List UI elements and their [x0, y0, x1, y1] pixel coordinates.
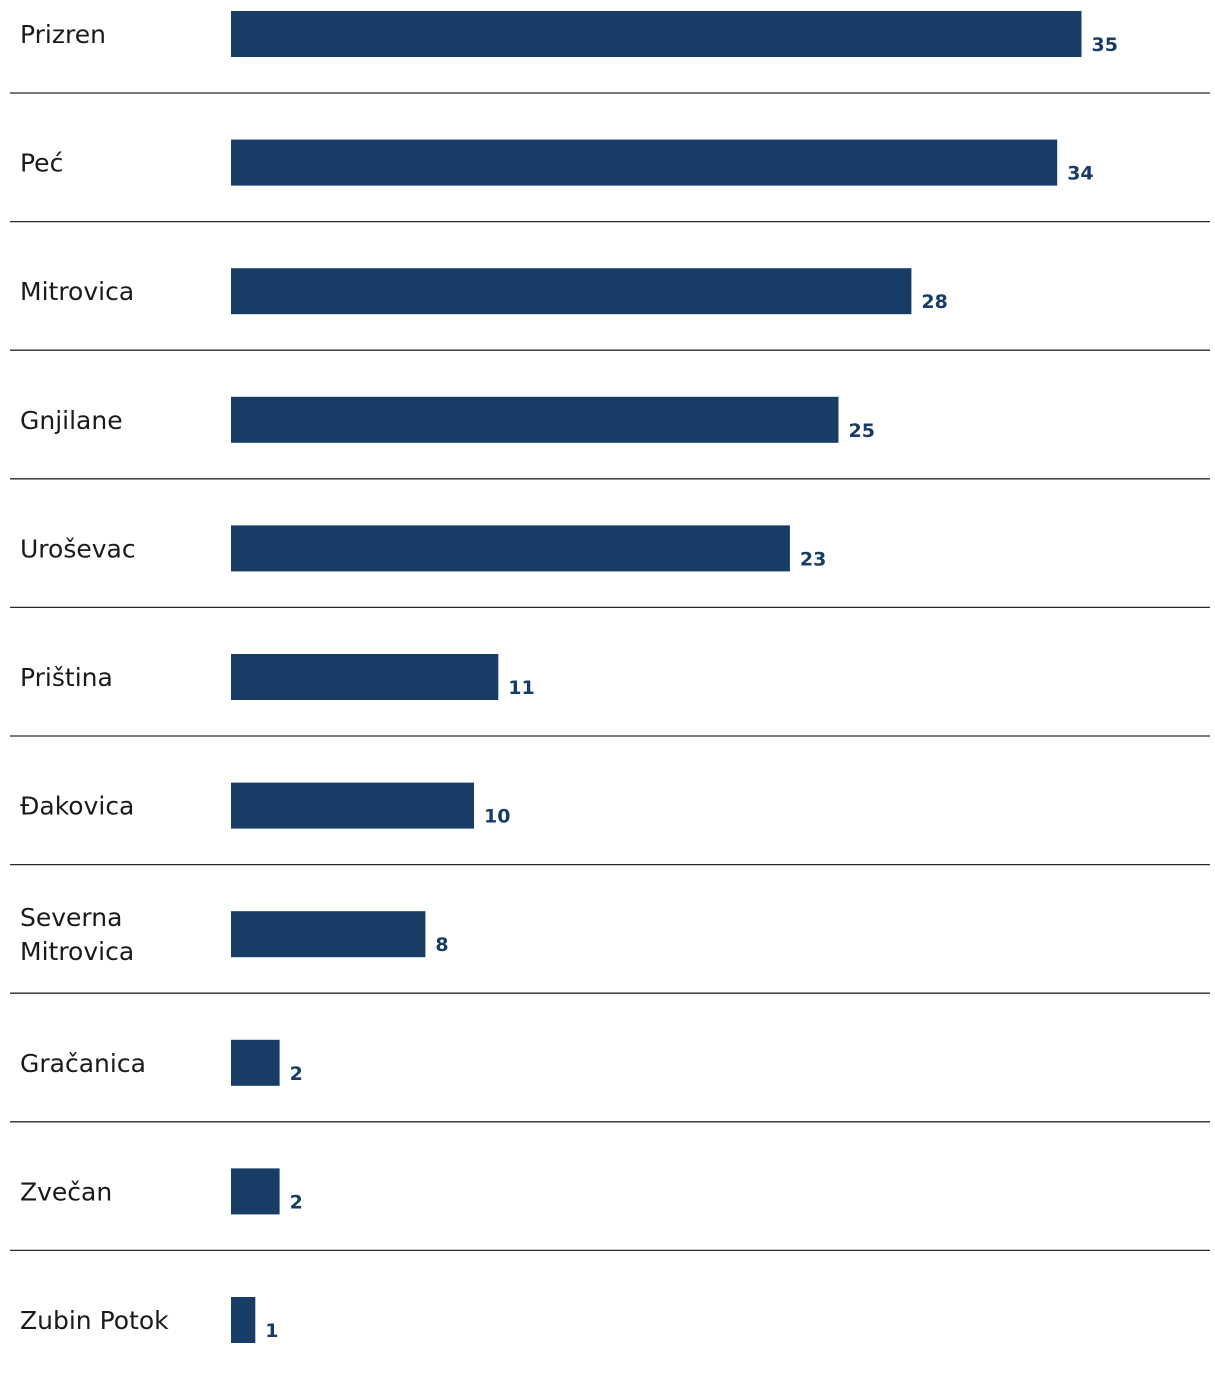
bar [231, 782, 474, 829]
value-label: 1 [265, 1320, 278, 1342]
category-label: Gnjilane [20, 406, 123, 435]
bars [231, 11, 1082, 1343]
bar [231, 1039, 280, 1086]
category-label: Uroševac [20, 534, 136, 563]
category-label: Priština [20, 663, 113, 692]
category-label: Đakovica [20, 792, 134, 821]
row-separators [10, 92, 1210, 1252]
bar [231, 525, 790, 572]
category-label: Zubin Potok [20, 1306, 169, 1335]
value-label: 11 [508, 677, 534, 699]
bar [231, 1168, 280, 1215]
category-labels: Prizren Peć Mitrovica Gnjilane Uroševac Prišt… [20, 20, 169, 1335]
value-label: 34 [1067, 163, 1093, 185]
category-label: Mitrovica [20, 277, 134, 306]
bar [231, 911, 426, 958]
value-label: 2 [290, 1191, 303, 1213]
bar [231, 139, 1058, 186]
value-label: 35 [1092, 34, 1118, 56]
value-label: 8 [435, 934, 448, 956]
value-label: 23 [800, 548, 826, 570]
value-label: 28 [921, 291, 947, 313]
category-label: Severna Mitrovica [20, 903, 134, 966]
value-label: 10 [484, 806, 510, 828]
bar [231, 268, 912, 315]
bar [231, 1297, 256, 1343]
category-label: Prizren [20, 20, 106, 49]
bar [231, 11, 1082, 57]
bar [231, 396, 839, 443]
category-label: Gračanica [20, 1049, 146, 1078]
bar [231, 654, 499, 700]
value-labels: 35 34 28 25 23 11 10 8 2 2 1 [265, 34, 1118, 1342]
value-label: 25 [849, 420, 875, 442]
category-label: Peć [20, 149, 63, 178]
value-label: 2 [290, 1063, 303, 1085]
category-label: Zvečan [20, 1177, 112, 1206]
